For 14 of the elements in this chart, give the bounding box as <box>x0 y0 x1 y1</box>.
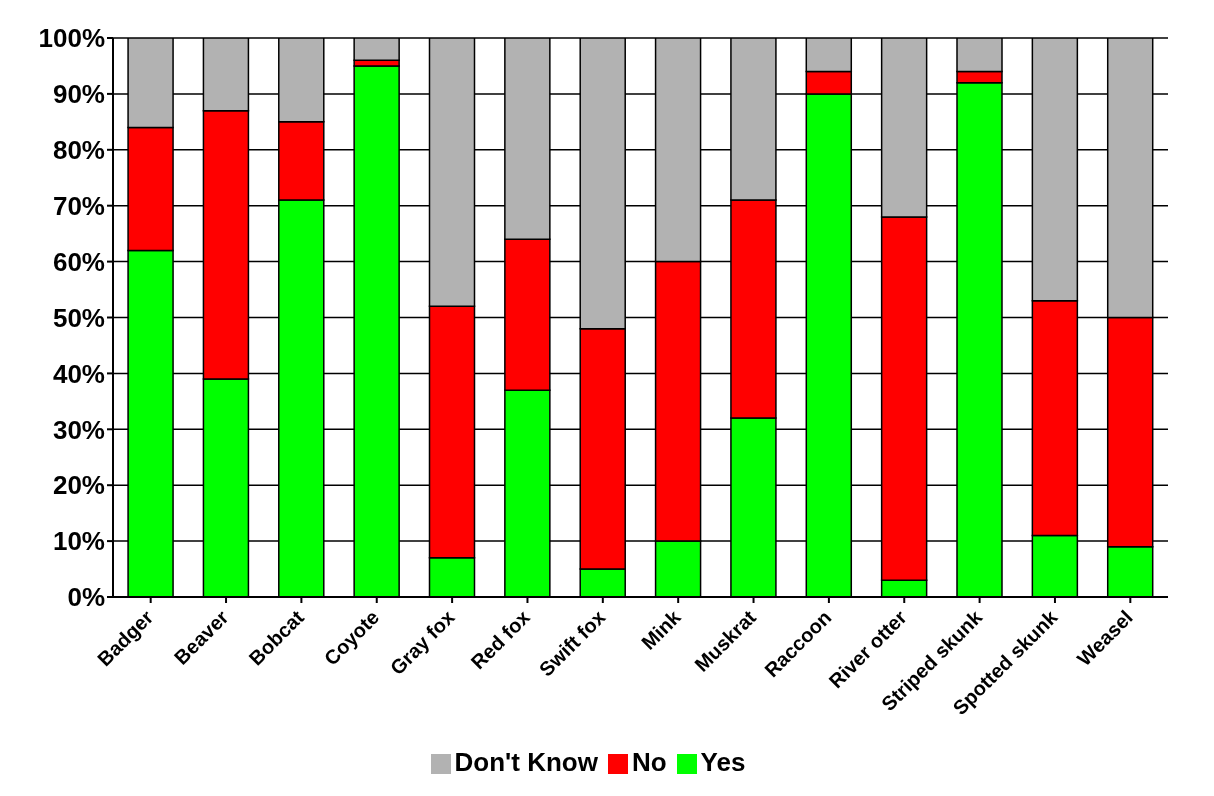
y-tick-label: 70% <box>52 190 105 221</box>
y-tick-label: 20% <box>52 470 105 501</box>
y-tick-label: 10% <box>52 526 105 557</box>
legend-label: Yes <box>700 747 746 777</box>
y-tick-label: 90% <box>52 79 105 110</box>
legend-label: Don't Know <box>454 747 598 777</box>
y-tick-label: 50% <box>52 302 105 333</box>
legend-label: No <box>631 747 667 777</box>
y-tick-label: 60% <box>52 246 105 277</box>
y-tick-label: 40% <box>52 358 105 389</box>
y-tick-label: 100% <box>38 23 105 54</box>
y-tick-label: 80% <box>52 135 105 166</box>
y-tick-label: 0% <box>67 582 105 613</box>
y-tick-label: 30% <box>52 414 105 445</box>
